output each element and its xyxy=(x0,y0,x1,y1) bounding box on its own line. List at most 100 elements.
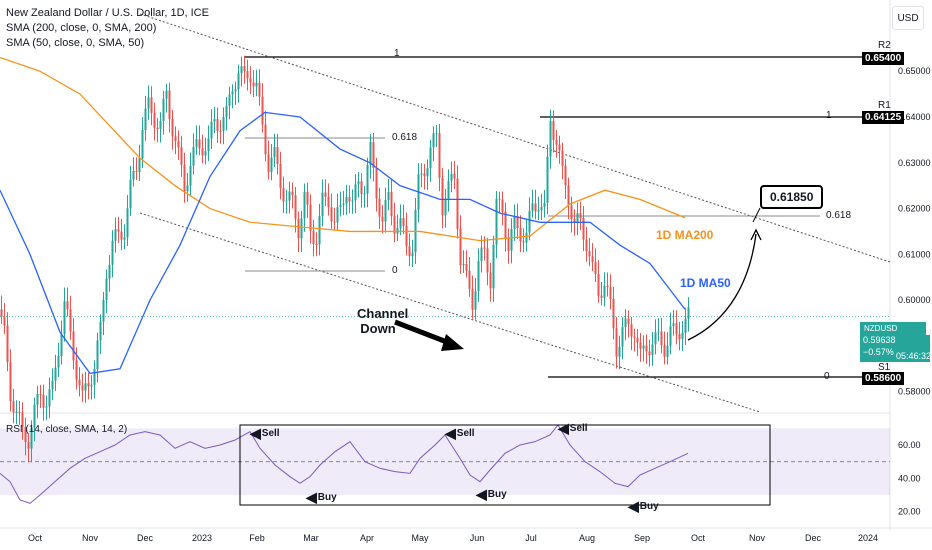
candle-body xyxy=(78,379,81,386)
candle-body xyxy=(657,331,660,333)
fib-right-0618: 0.618 xyxy=(826,210,852,221)
candle-body xyxy=(339,204,342,208)
candle-body xyxy=(204,151,207,156)
candle-body xyxy=(63,301,66,335)
y-tick-label: 0.60000 xyxy=(898,295,931,305)
candle-body xyxy=(327,196,330,208)
x-tick-label: Oct xyxy=(691,533,706,543)
candle-body xyxy=(600,295,603,298)
candle-body xyxy=(606,285,609,288)
candle-body xyxy=(531,203,534,211)
candle-body xyxy=(603,285,606,298)
candle-body xyxy=(651,344,654,355)
candle-body xyxy=(525,232,528,243)
candle-body xyxy=(291,191,294,196)
candle-body xyxy=(225,105,228,118)
candle-body xyxy=(495,198,498,245)
candle-body xyxy=(639,342,642,349)
candle-body xyxy=(216,119,219,131)
candle-body xyxy=(630,324,633,337)
candle-body xyxy=(369,142,372,165)
candle-body xyxy=(282,188,285,202)
candle-body xyxy=(477,260,480,292)
x-tick-label: 2023 xyxy=(192,533,212,543)
candle-body xyxy=(276,146,279,165)
candle-body xyxy=(267,154,270,172)
candle-body xyxy=(597,273,600,296)
candle-body xyxy=(516,215,519,228)
candle-body xyxy=(129,179,132,209)
candle-body xyxy=(570,205,573,220)
candle-body xyxy=(405,225,408,247)
symbol-tag: NZDUSD xyxy=(862,324,900,333)
candle-body xyxy=(114,229,117,241)
rsi-highlight-box xyxy=(239,424,771,506)
x-tick-label: Sep xyxy=(634,533,650,543)
rsi-line xyxy=(0,424,689,504)
candle-body xyxy=(300,218,303,239)
candle-body xyxy=(459,228,462,266)
candle-body xyxy=(120,231,123,240)
candle-body xyxy=(591,256,594,262)
s1-label: S1 xyxy=(878,362,891,373)
candle-body xyxy=(402,218,405,226)
candle-body xyxy=(84,383,87,391)
x-tick-label: Aug xyxy=(579,533,595,543)
candle-body xyxy=(51,380,54,390)
candle-body xyxy=(576,213,579,223)
candle-body xyxy=(318,216,321,245)
x-tick-label: Apr xyxy=(360,533,374,543)
candle-body xyxy=(210,121,213,139)
candle-body xyxy=(93,368,96,385)
candle-body xyxy=(126,208,129,238)
candle-body xyxy=(363,193,366,195)
candle-body xyxy=(432,133,435,148)
candle-body xyxy=(666,345,669,358)
sell-text: Sell xyxy=(261,427,280,439)
candle-body xyxy=(213,119,216,122)
candle-body xyxy=(618,346,621,357)
candle-body xyxy=(177,141,180,148)
chart-legend: New Zealand Dollar / U.S. Dollar, 1D, IC… xyxy=(6,6,209,51)
y-tick-label: 0.58000 xyxy=(898,387,931,397)
candle-body xyxy=(444,199,447,216)
candle-body xyxy=(252,82,255,87)
candle-body xyxy=(453,173,456,179)
candle-body xyxy=(429,147,432,169)
x-tick-label: Jul xyxy=(525,533,537,543)
candle-body xyxy=(285,200,288,202)
fib-top-0: 0 xyxy=(392,265,398,276)
candle-body xyxy=(540,206,543,211)
candle-body xyxy=(660,331,663,346)
candle-body xyxy=(228,94,231,106)
ma50-line xyxy=(0,111,686,375)
candle-body xyxy=(15,412,18,414)
candle-body xyxy=(243,66,246,71)
candle-body xyxy=(411,252,414,257)
candle-body xyxy=(624,318,627,328)
candle-body xyxy=(456,178,459,229)
x-tick-label: Feb xyxy=(249,533,265,543)
candle-body xyxy=(165,90,168,99)
sell-signal-2: ◀ Sell xyxy=(445,425,475,441)
left-arrow-icon: ◀ xyxy=(306,489,317,505)
left-arrow-icon: ◀ xyxy=(445,425,456,441)
candle-body xyxy=(159,120,162,130)
candle-body xyxy=(261,96,264,125)
candle-body xyxy=(144,108,147,131)
candle-body xyxy=(567,185,570,206)
candle-body xyxy=(543,202,546,207)
sell-text: Sell xyxy=(569,422,588,434)
candle-body xyxy=(534,203,537,212)
candle-body xyxy=(288,191,291,201)
left-arrow-icon: ◀ xyxy=(476,486,487,502)
currency-button[interactable]: USD xyxy=(892,6,924,30)
legend-sma50: SMA (50, close, 0, SMA, 50) xyxy=(6,37,145,49)
candle-body xyxy=(75,360,78,380)
candle-body xyxy=(519,227,522,242)
candle-body xyxy=(375,168,378,199)
candle-body xyxy=(441,177,444,216)
candle-body xyxy=(123,237,126,240)
candle-body xyxy=(336,207,339,223)
